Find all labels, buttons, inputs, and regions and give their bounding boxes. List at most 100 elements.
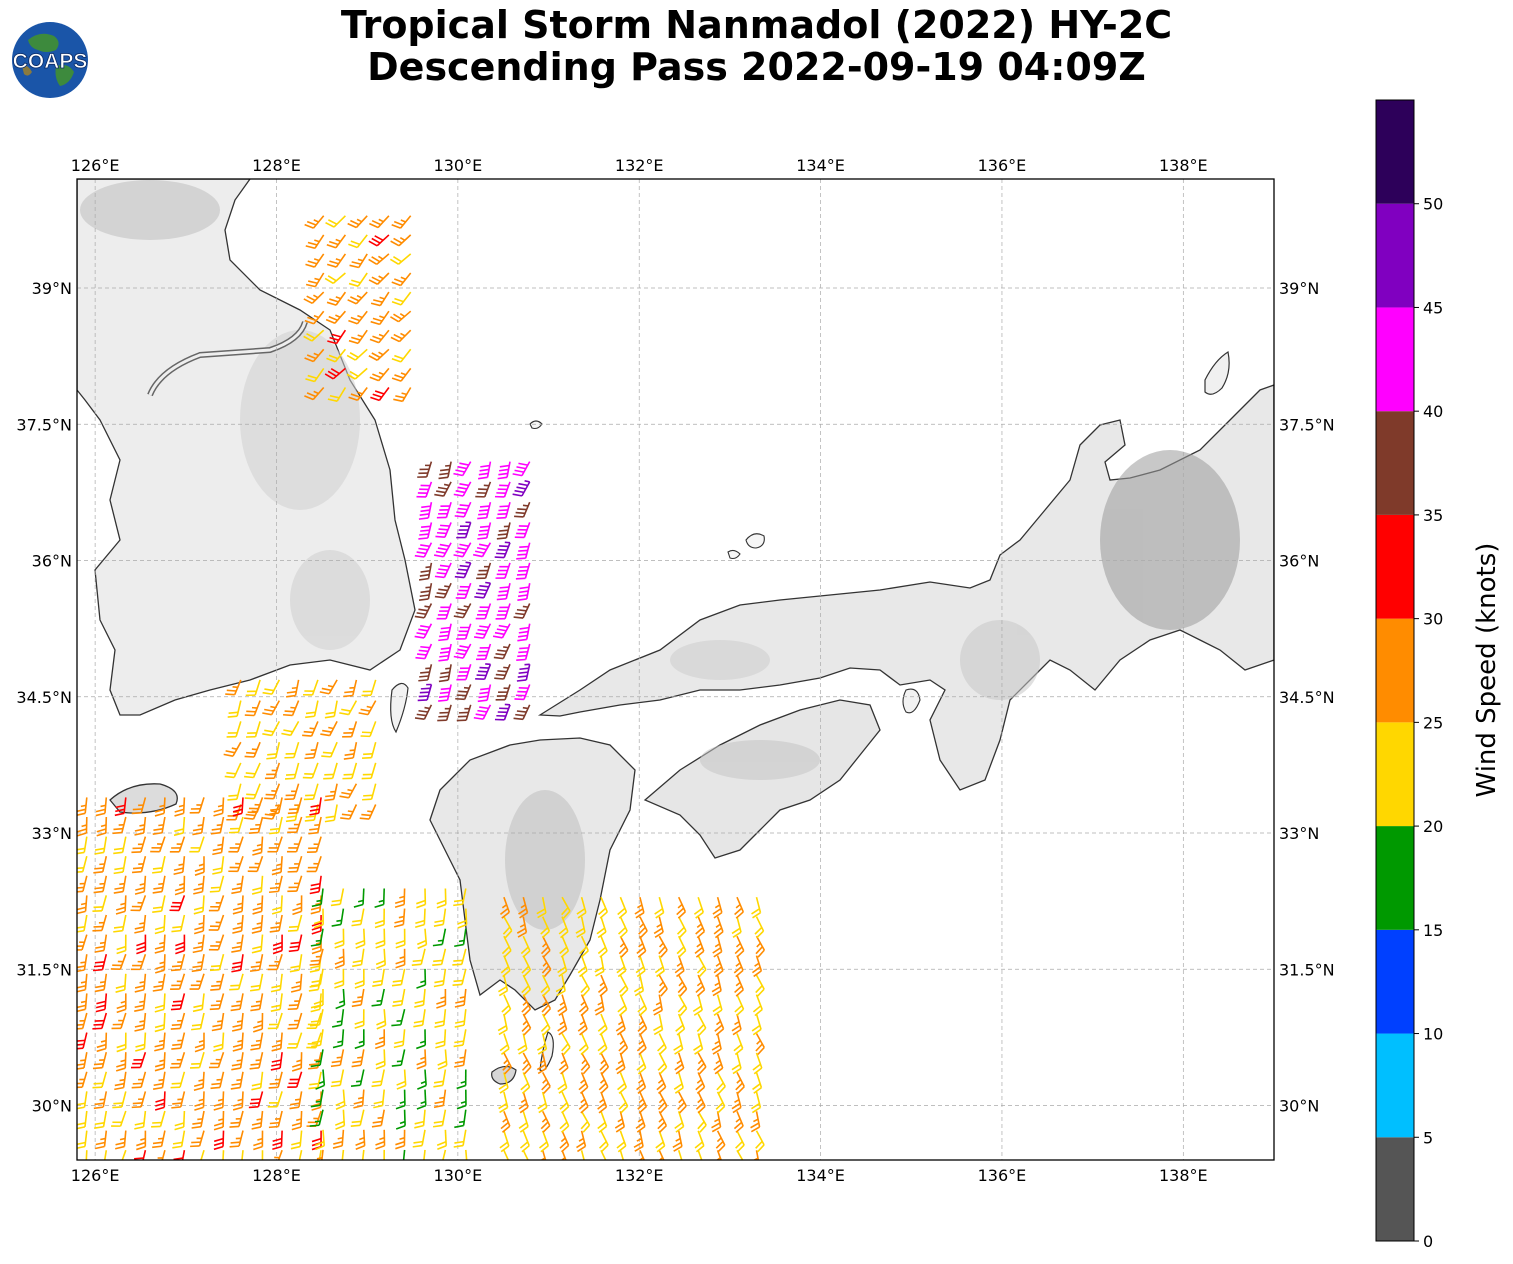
wind-barb — [230, 1071, 244, 1090]
wind-barb — [541, 1072, 551, 1094]
wind-barb — [498, 1072, 509, 1094]
wind-barb — [213, 797, 225, 817]
wind-barb — [697, 1150, 705, 1160]
lon-tick-label-bottom: 126°E — [71, 1166, 120, 1185]
wind-barb — [154, 993, 166, 1013]
wind-barb — [315, 1069, 326, 1090]
wind-barb — [457, 908, 468, 929]
wind-barb — [271, 1032, 283, 1052]
wind-barb — [540, 916, 551, 939]
wind-barb — [229, 1110, 244, 1128]
wind-barb — [501, 994, 512, 1017]
wind-barb — [694, 1130, 705, 1153]
wind-barb — [347, 291, 368, 305]
wind-barb — [342, 762, 358, 780]
wind-barb — [355, 1129, 366, 1150]
wind-barb — [454, 1109, 467, 1129]
lon-tick-label-top: 138°E — [1159, 156, 1208, 175]
wind-barb — [358, 700, 377, 716]
wind-barb — [557, 994, 568, 1017]
wind-barb — [495, 684, 511, 701]
wind-barb — [335, 988, 346, 1010]
wind-barb — [316, 1149, 324, 1160]
wind-barb — [576, 1130, 587, 1153]
wind-barb — [359, 804, 377, 820]
wind-barb — [434, 481, 452, 497]
wind-barb — [368, 348, 390, 361]
wind-barb — [209, 993, 225, 1011]
wind-barb — [194, 1032, 205, 1053]
wind-barb — [228, 855, 244, 873]
wind-barb — [416, 1029, 427, 1050]
wind-barb — [304, 386, 325, 401]
wind-barb — [636, 1072, 647, 1094]
wind-barb — [731, 1052, 742, 1075]
wind-barb — [375, 1129, 386, 1150]
wind-barb — [240, 1150, 244, 1160]
wind-barb — [712, 935, 723, 958]
lat-tick-label-left: 30°N — [32, 1097, 72, 1116]
wind-barb — [537, 1091, 548, 1114]
wind-barb — [494, 703, 511, 721]
wind-barb — [374, 1029, 386, 1050]
wind-barb — [418, 522, 433, 540]
wind-barb — [95, 1130, 108, 1150]
wind-barb — [674, 1052, 685, 1075]
wind-barb — [211, 1012, 225, 1032]
wind-barb — [391, 215, 412, 229]
wind-barb — [350, 1109, 365, 1128]
wind-barb — [436, 603, 452, 620]
wind-barb — [321, 741, 338, 758]
wind-barb — [170, 954, 186, 972]
colorbar-tick-label: 0 — [1423, 1232, 1433, 1251]
wind-barb — [517, 1033, 528, 1055]
wind-barb — [93, 856, 108, 874]
wind-barb — [676, 935, 687, 958]
wind-barb — [342, 721, 358, 738]
wind-barb — [735, 1130, 745, 1153]
wind-barb — [95, 797, 108, 817]
wind-barb — [618, 935, 629, 958]
lat-tick-label-right: 34.5°N — [1279, 688, 1335, 707]
wind-barb — [518, 896, 529, 919]
wind-barb — [270, 1052, 283, 1071]
wind-barb — [213, 1110, 225, 1131]
wind-barb — [252, 895, 264, 915]
wind-barb — [354, 1029, 365, 1050]
wind-barb — [266, 742, 281, 760]
wind-barb — [305, 253, 325, 268]
wind-barb — [637, 1013, 648, 1036]
wind-barb — [191, 1110, 205, 1129]
wind-barb — [492, 623, 511, 639]
wind-barb — [395, 928, 406, 949]
wind-barb — [695, 1072, 706, 1095]
wind-barb — [173, 816, 186, 837]
lat-tick-label-right: 39°N — [1279, 279, 1319, 298]
wind-barb — [437, 1049, 448, 1070]
wind-barb — [395, 1129, 406, 1150]
wind-barb — [313, 988, 324, 1009]
wind-barb — [653, 1013, 664, 1036]
wind-barb — [557, 1072, 568, 1094]
wind-barb — [353, 888, 365, 908]
wind-barb — [248, 1091, 264, 1109]
wind-barb — [433, 968, 447, 988]
wind-barb — [515, 562, 531, 580]
wind-barbs-layer — [77, 215, 766, 1160]
wind-barb — [521, 974, 532, 997]
wind-barb — [416, 928, 428, 950]
wind-barb — [438, 684, 452, 702]
wind-barb — [520, 935, 531, 958]
wind-barb — [130, 895, 147, 912]
wind-barb — [618, 1091, 629, 1114]
wind-barb — [96, 1032, 108, 1053]
wind-barb — [390, 234, 412, 247]
wind-barb — [326, 291, 347, 306]
wind-barb — [169, 895, 186, 912]
wind-barb — [370, 387, 390, 402]
lon-tick-label-top: 132°E — [615, 156, 664, 175]
wind-barb — [170, 1051, 186, 1069]
wind-barb — [500, 1111, 511, 1133]
wind-barb — [432, 1109, 447, 1128]
